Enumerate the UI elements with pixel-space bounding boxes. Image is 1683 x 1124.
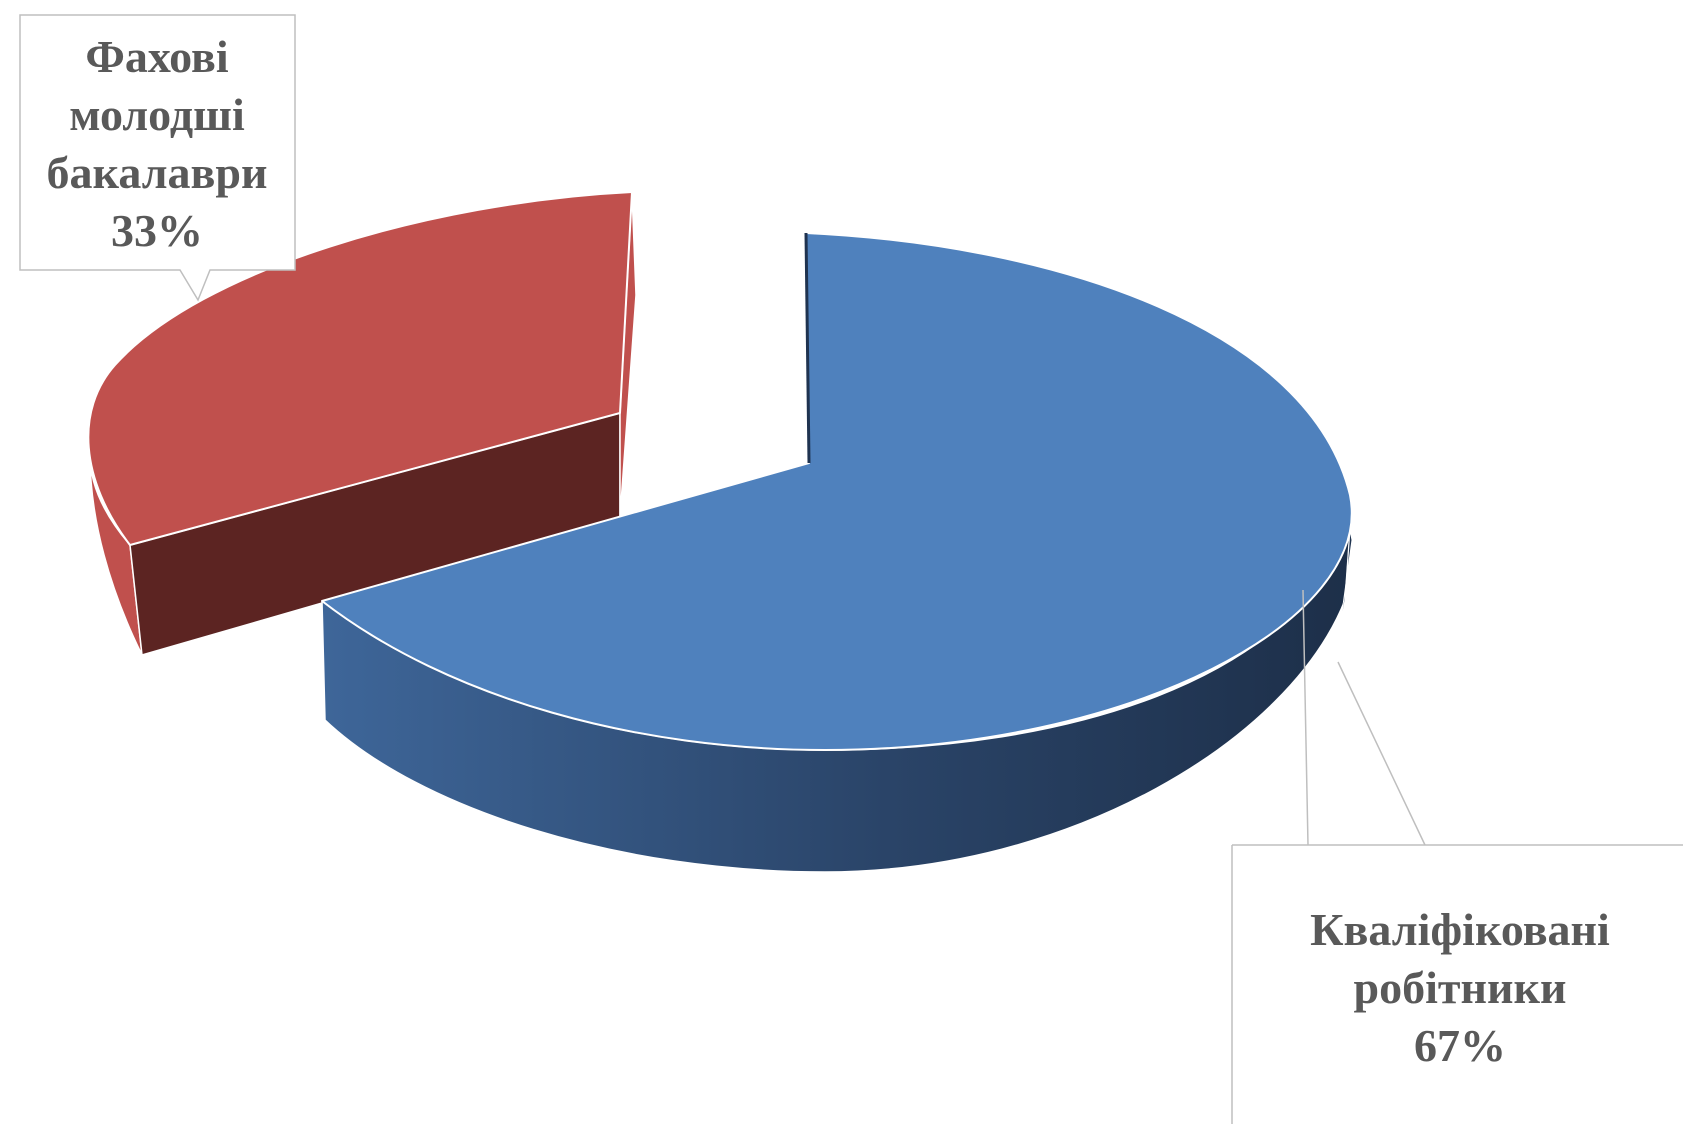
blue-slice-value-label: 67% [1414, 1020, 1506, 1071]
slice-blue-top [321, 232, 1353, 751]
callout-blue-leader [1302, 589, 1426, 846]
slice-red-outer-wall [89, 454, 143, 656]
callout-red-box [19, 14, 296, 302]
blue-slice-label-line: робітники [1354, 962, 1567, 1013]
red-slice-value-label: 33% [111, 205, 203, 256]
blue-slice-label-line: Кваліфіковані [1310, 904, 1610, 955]
callout-red-text: Фахові молодші бакалаври 33% [47, 31, 268, 256]
slice-blue-inner-edge [804, 232, 811, 464]
red-slice-label-line: Фахові [85, 31, 228, 82]
slice-blue-back-edge [1335, 529, 1353, 657]
red-slice-label-line: молодші [69, 89, 245, 140]
callout-blue-text: Кваліфіковані робітники 67% [1310, 904, 1610, 1071]
red-slice-label-line: бакалаври [47, 147, 268, 198]
slice-red-top [87, 191, 633, 546]
callout-blue-box [1231, 844, 1683, 1124]
